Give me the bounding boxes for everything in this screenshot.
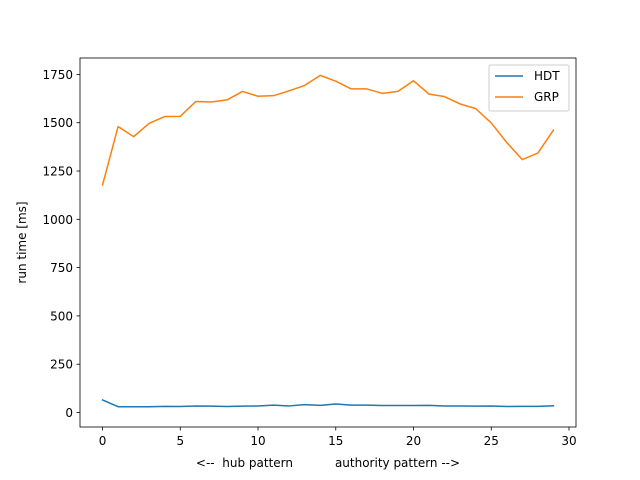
y-axis-ticks: 0 250 500 750 1000 1250 1500 1750 (42, 68, 80, 420)
y-tick-label: 1000 (42, 213, 73, 227)
y-tick-label: 750 (50, 261, 73, 275)
plot-frame (79, 57, 577, 428)
series-line-grp (101, 74, 555, 186)
y-tick-label: 0 (65, 406, 73, 420)
x-tick-label: 30 (561, 434, 576, 448)
x-tick-label: 20 (406, 434, 421, 448)
legend-label-hdt: HDT (534, 69, 560, 83)
series-line-hdt (101, 398, 555, 408)
y-tick-label: 250 (50, 358, 73, 372)
x-tick-label: 5 (176, 434, 184, 448)
y-tick-label: 1750 (42, 68, 73, 82)
x-tick-label: 10 (250, 434, 265, 448)
plot-background (80, 58, 576, 427)
x-tick-label: 15 (328, 434, 343, 448)
y-tick-label: 1500 (42, 116, 73, 130)
x-tick-label: 0 (99, 434, 107, 448)
y-axis-label: run time [ms] (15, 201, 29, 283)
x-tick-label: 25 (484, 434, 499, 448)
y-tick-label: 1250 (42, 165, 73, 179)
x-axis-label: <-- hub pattern authority pattern --> (196, 456, 460, 470)
legend-label-grp: GRP (534, 90, 559, 104)
y-tick-label: 500 (50, 309, 73, 323)
series-lines (101, 74, 555, 408)
legend: HDT GRP (488, 64, 570, 112)
x-axis-ticks: 0 5 10 15 20 25 30 (99, 427, 577, 448)
